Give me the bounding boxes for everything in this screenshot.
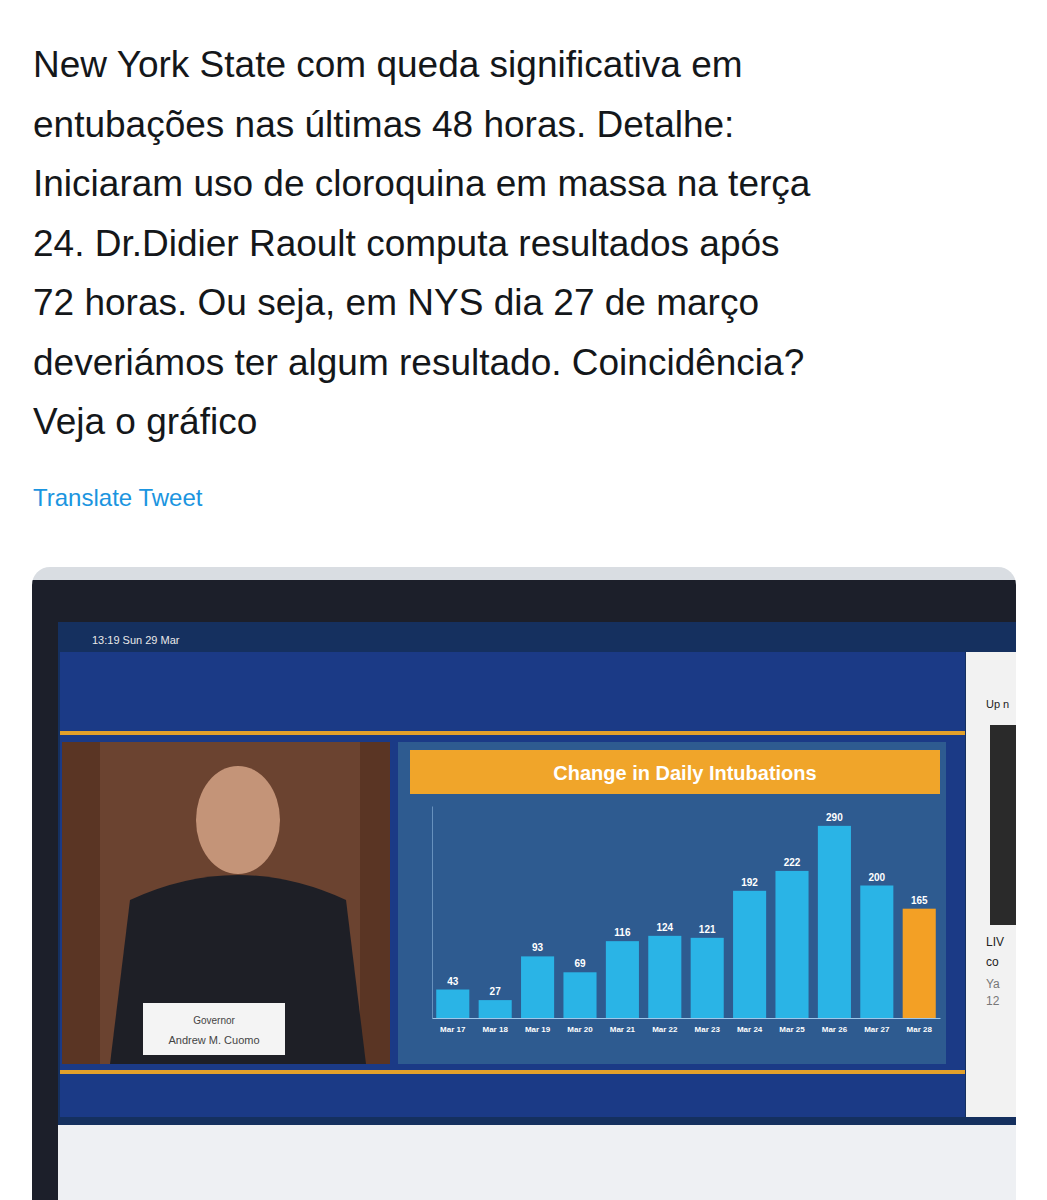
- screen: [58, 622, 1016, 1182]
- x-tick-label: Mar 19: [525, 1025, 551, 1034]
- x-tick: Mar 26: [822, 1018, 848, 1034]
- photo-background: [32, 567, 1016, 1200]
- nameplate: [143, 1003, 285, 1055]
- x-tick: Mar 23: [695, 1018, 721, 1034]
- orange-rule-bottom: [60, 1070, 965, 1074]
- y-axis-line: [432, 807, 433, 1019]
- tablet-bezel: [32, 580, 1016, 1200]
- status-bar: 13:19 Sun 29 Mar: [92, 634, 180, 646]
- sidebar-text: 12: [986, 994, 1000, 1008]
- sidebar-text: LIV: [986, 935, 1004, 949]
- x-tick-label: Mar 22: [652, 1025, 678, 1034]
- orange-rule-top: [60, 731, 965, 735]
- data-label: 192: [741, 877, 758, 888]
- data-label: 165: [911, 895, 928, 906]
- x-tick: Mar 18: [483, 1018, 509, 1034]
- bars: [436, 826, 936, 1018]
- x-axis: Mar 17 Mar 18 Mar 19 Mar 20 Mar 21 Mar 22 Mar …: [433, 1018, 941, 1034]
- sidebar-thumb: [990, 725, 1016, 925]
- data-labels: 43 27 93 69 116 124 121 192 222 290 200 165: [447, 812, 928, 997]
- bar: [733, 891, 766, 1018]
- data-label: 222: [784, 857, 801, 868]
- bar: [691, 938, 724, 1018]
- x-tick: Mar 27: [864, 1018, 890, 1034]
- data-label: 69: [574, 958, 586, 969]
- tweet-text: Iniciaram uso de cloroquina em massa na …: [33, 163, 811, 204]
- data-label: 93: [532, 942, 544, 953]
- sidebar-text: co: [986, 955, 999, 969]
- sidebar-text: Ya: [986, 977, 1000, 991]
- data-label: 121: [699, 924, 716, 935]
- x-tick-label: Mar 23: [695, 1025, 721, 1034]
- tweet-text: entubações nas últimas 48 horas. Detalhe…: [33, 104, 734, 145]
- x-tick-label: Mar 24: [737, 1025, 763, 1034]
- photo: 13:19 Sun 29 Mar Governor Andrew M. Cuomo U…: [32, 567, 1016, 1200]
- x-tick: Mar 20: [567, 1018, 593, 1034]
- x-tick-label: Mar 27: [864, 1025, 890, 1034]
- sidebar-text: Up n: [986, 698, 1009, 710]
- tweet-text: 24. Dr.Didier Raoult computa resultados …: [33, 223, 780, 264]
- bar: [903, 909, 936, 1018]
- speaker-body: [110, 875, 366, 1064]
- y-axis: [432, 807, 433, 1019]
- x-tick: Mar 22: [652, 1018, 678, 1034]
- x-tick-label: Mar 25: [779, 1025, 805, 1034]
- bar: [479, 1000, 512, 1018]
- bar: [606, 941, 639, 1018]
- bar: [436, 990, 469, 1018]
- tweet-text: deveriámos ter algum resultado. Coincidê…: [33, 342, 804, 383]
- x-axis-line: [433, 1018, 941, 1019]
- data-label: 27: [490, 986, 502, 997]
- x-tick: Mar 24: [737, 1018, 763, 1034]
- broadcast: [60, 652, 965, 1117]
- x-tick: Mar 19: [525, 1018, 551, 1034]
- chart-title: Change in Daily Intubations: [553, 762, 816, 784]
- bar: [648, 936, 681, 1018]
- x-tick: Mar 21: [610, 1018, 636, 1034]
- chart-panel: [398, 742, 946, 1064]
- screen-bottom: [58, 1125, 1016, 1200]
- chart-panel-shade: [398, 742, 946, 1064]
- speaker-head: [196, 766, 280, 874]
- sidebar: [966, 652, 1016, 1117]
- data-label: 200: [868, 872, 885, 883]
- translate-link[interactable]: Translate Tweet: [33, 484, 203, 511]
- bar: [860, 886, 893, 1019]
- x-tick-label: Mar 20: [567, 1025, 593, 1034]
- x-tick: Mar 28: [907, 1018, 933, 1034]
- data-label: 124: [656, 922, 673, 933]
- title-band: [410, 750, 940, 794]
- x-tick-label: Mar 21: [610, 1025, 636, 1034]
- page: New York State com queda significativa e…: [0, 0, 1047, 1200]
- nameplate-text: Governor: [193, 1015, 235, 1026]
- bar: [775, 871, 808, 1018]
- video-panel: [62, 742, 390, 1064]
- x-tick-label: Mar 18: [483, 1025, 509, 1034]
- data-label: 43: [447, 976, 459, 987]
- bar: [521, 956, 554, 1018]
- x-tick-label: Mar 28: [907, 1025, 933, 1034]
- tweet-text: Veja o gráfico: [33, 401, 257, 442]
- data-label: 116: [614, 927, 631, 938]
- bar: [818, 826, 851, 1018]
- data-label: 290: [826, 812, 843, 823]
- x-tick: Mar 25: [779, 1018, 805, 1034]
- tweet-text: 72 horas. Ou seja, em NYS dia 27 de març…: [33, 282, 759, 323]
- x-tick: Mar 17: [440, 1018, 466, 1034]
- bar: [563, 972, 596, 1018]
- x-tick-label: Mar 17: [440, 1025, 466, 1034]
- nameplate-text: Andrew M. Cuomo: [168, 1034, 259, 1046]
- tweet-text: New York State com queda significativa e…: [33, 44, 743, 85]
- x-tick-label: Mar 26: [822, 1025, 848, 1034]
